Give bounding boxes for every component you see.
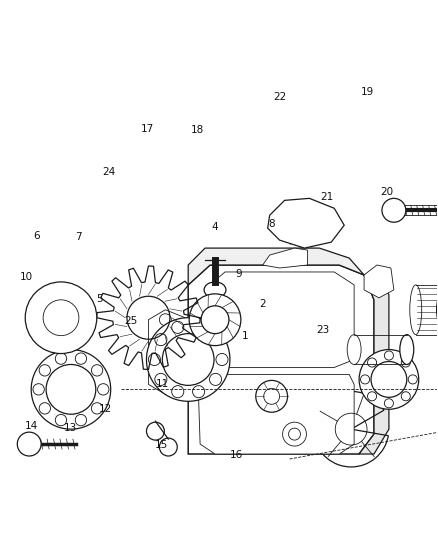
Polygon shape <box>364 265 394 298</box>
Circle shape <box>46 365 96 414</box>
Polygon shape <box>268 198 344 248</box>
Circle shape <box>359 350 419 409</box>
Text: 11: 11 <box>156 379 169 389</box>
Circle shape <box>201 306 229 334</box>
Circle shape <box>189 294 241 345</box>
Text: 7: 7 <box>75 232 82 243</box>
Text: 21: 21 <box>320 191 334 201</box>
Text: 25: 25 <box>124 316 138 326</box>
Polygon shape <box>198 375 354 454</box>
Text: 5: 5 <box>96 294 102 304</box>
Text: 20: 20 <box>380 187 393 197</box>
Text: 23: 23 <box>316 325 329 335</box>
Polygon shape <box>148 310 185 394</box>
Text: 6: 6 <box>33 231 39 241</box>
Text: 4: 4 <box>212 222 218 232</box>
Ellipse shape <box>347 335 361 365</box>
Text: 10: 10 <box>20 272 33 282</box>
Polygon shape <box>263 248 307 268</box>
Text: 24: 24 <box>102 167 116 177</box>
Polygon shape <box>359 270 389 454</box>
Text: 14: 14 <box>25 421 38 431</box>
Text: 13: 13 <box>64 423 77 433</box>
Circle shape <box>371 361 407 397</box>
Text: 8: 8 <box>268 219 275 229</box>
Circle shape <box>159 438 177 456</box>
Text: 15: 15 <box>155 440 168 450</box>
Text: 9: 9 <box>235 270 242 279</box>
Ellipse shape <box>204 282 226 298</box>
Text: 19: 19 <box>360 86 374 96</box>
Circle shape <box>382 198 406 222</box>
Text: 18: 18 <box>191 125 204 135</box>
Polygon shape <box>188 248 364 285</box>
Circle shape <box>25 282 97 353</box>
Text: 12: 12 <box>99 403 112 414</box>
Ellipse shape <box>400 335 414 365</box>
Text: 2: 2 <box>259 298 266 309</box>
Circle shape <box>146 318 230 401</box>
Text: 22: 22 <box>273 92 286 102</box>
Polygon shape <box>188 265 374 454</box>
Circle shape <box>146 422 164 440</box>
Ellipse shape <box>437 285 438 335</box>
Text: 17: 17 <box>141 124 154 134</box>
Text: 16: 16 <box>230 450 243 460</box>
Polygon shape <box>198 272 354 367</box>
Circle shape <box>31 350 111 429</box>
Circle shape <box>256 381 288 412</box>
Text: 1: 1 <box>242 332 248 342</box>
Circle shape <box>162 334 214 385</box>
Ellipse shape <box>410 285 422 335</box>
Circle shape <box>17 432 41 456</box>
